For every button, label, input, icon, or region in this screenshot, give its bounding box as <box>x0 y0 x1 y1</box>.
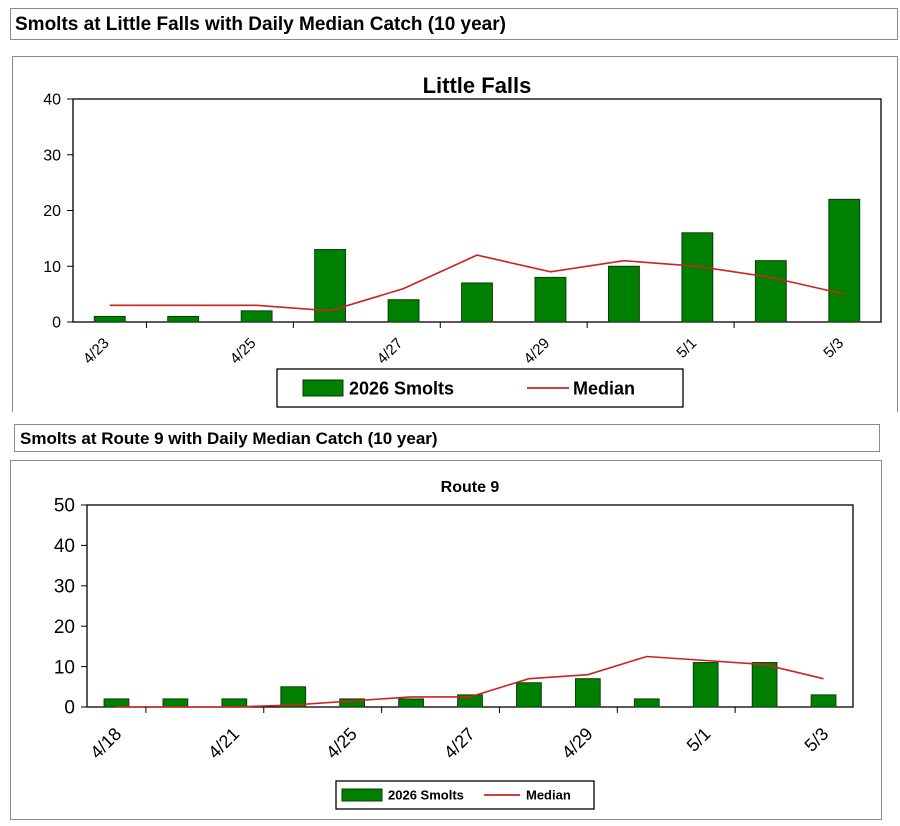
route-9-chart-frame: Route 9 0 10 20 30 40 50 4/18 4/21 4/25 4/27 4/29 5/… <box>10 460 882 820</box>
x-tick-label: 4/27 <box>440 724 479 763</box>
chart-title: Little Falls <box>423 73 532 98</box>
x-tick-label: 4/21 <box>204 724 243 763</box>
route-9-chart: Route 9 0 10 20 30 40 50 4/18 4/21 4/25 4/27 4/29 5/… <box>54 479 854 810</box>
median-line <box>116 655 824 708</box>
bar <box>221 698 248 708</box>
bar <box>240 310 273 323</box>
x-tick-label: 5/3 <box>801 724 833 756</box>
top-banner: Smolts at Little Falls with Daily Median… <box>10 8 898 40</box>
little-falls-chart-frame: Little Falls 0 10 20 30 40 4/23 4/25 4/27 4/29 5/1… <box>12 56 898 412</box>
y-tick-label: 30 <box>43 147 61 164</box>
bar <box>633 698 660 708</box>
y-tick-label: 0 <box>52 315 61 332</box>
bar <box>162 698 189 708</box>
bar <box>103 698 130 708</box>
bar <box>574 678 601 708</box>
x-tick-label: 4/18 <box>86 724 125 763</box>
x-tick-label: 5/1 <box>683 724 715 756</box>
legend-label-smolts: 2026 Smolts <box>388 788 464 803</box>
legend-label-median: Median <box>573 378 635 398</box>
x-tick-label: 5/1 <box>673 335 700 362</box>
x-tick-label: 4/29 <box>521 335 554 368</box>
bar <box>461 282 493 323</box>
x-tick-label: 5/3 <box>820 335 847 362</box>
legend-bar-swatch <box>341 788 383 802</box>
bar <box>516 682 542 708</box>
bottom-banner: Smolts at Route 9 with Daily Median Catc… <box>14 424 880 452</box>
bar <box>751 662 778 708</box>
legend-label-smolts: 2026 Smolts <box>349 378 454 398</box>
bar <box>457 694 483 708</box>
legend-label-median: Median <box>526 788 571 803</box>
y-tick-label: 40 <box>54 536 75 557</box>
bar <box>692 662 719 708</box>
x-tick-label: 4/27 <box>374 335 407 368</box>
y-tick-label: 30 <box>54 576 75 597</box>
x-tick-label: 4/25 <box>227 335 260 368</box>
bar <box>534 276 567 323</box>
bar <box>681 232 714 323</box>
chart-title: Route 9 <box>441 479 500 496</box>
y-tick-label: 20 <box>54 617 75 638</box>
y-tick-label: 20 <box>43 203 61 220</box>
x-tick-label: 4/25 <box>322 724 361 763</box>
y-tick-label: 0 <box>64 698 75 719</box>
little-falls-chart: Little Falls 0 10 20 30 40 4/23 4/25 4/27 4/29 5/1… <box>43 73 882 408</box>
bar <box>280 686 307 708</box>
plot-area <box>86 504 854 708</box>
y-tick-label: 50 <box>54 496 75 517</box>
y-tick-label: 40 <box>43 92 61 109</box>
y-tick-label: 10 <box>43 259 61 276</box>
x-tick-label: 4/23 <box>80 335 113 368</box>
bar <box>810 694 837 708</box>
bar <box>828 198 861 323</box>
bar <box>607 265 640 323</box>
bottom-banner-title: Smolts at Route 9 with Daily Median Catc… <box>20 429 438 448</box>
legend-bar-swatch <box>302 379 344 397</box>
x-tick-label: 4/29 <box>558 724 597 763</box>
bar <box>93 315 126 323</box>
bar <box>754 260 787 323</box>
bar <box>339 698 366 708</box>
legend-box <box>276 368 684 408</box>
bar <box>167 315 200 323</box>
bar <box>387 299 420 323</box>
median-line <box>109 254 845 312</box>
y-tick-label: 10 <box>54 657 75 678</box>
top-banner-title: Smolts at Little Falls with Daily Median… <box>15 14 506 35</box>
bar <box>398 698 424 708</box>
